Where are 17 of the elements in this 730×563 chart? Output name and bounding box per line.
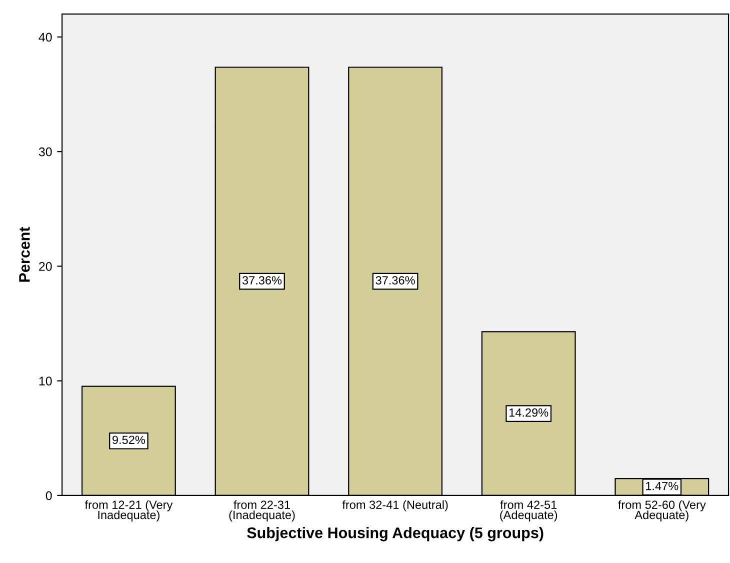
x-tick-label: from 52-60 (Very Adequate) (618, 500, 706, 522)
x-tick-label: from 42-51 (Adequate) (500, 500, 558, 522)
x-tick-label: from 12-21 (Very Inadequate) (84, 500, 173, 522)
data-label: 1.47% (646, 482, 678, 490)
y-axis-title: Percent (19, 226, 30, 282)
y-tick-label: 30 (38, 147, 52, 156)
data-label: 9.52% (112, 436, 146, 444)
data-label: 37.36% (376, 276, 415, 285)
x-tick-label: from 22-31 (Inadequate) (229, 500, 295, 522)
y-tick-label: 10 (39, 376, 52, 386)
x-axis-title: Subjective Housing Adequacy (5 groups) (247, 527, 544, 542)
y-tick-label: 40 (38, 32, 52, 42)
x-tick-label: from 32-41 (Neutral) (342, 500, 448, 512)
y-tick-label: 0 (46, 491, 52, 500)
data-label: 14.29% (509, 408, 548, 417)
y-tick-label: 20 (39, 262, 52, 271)
data-label: 37.36% (242, 276, 282, 285)
